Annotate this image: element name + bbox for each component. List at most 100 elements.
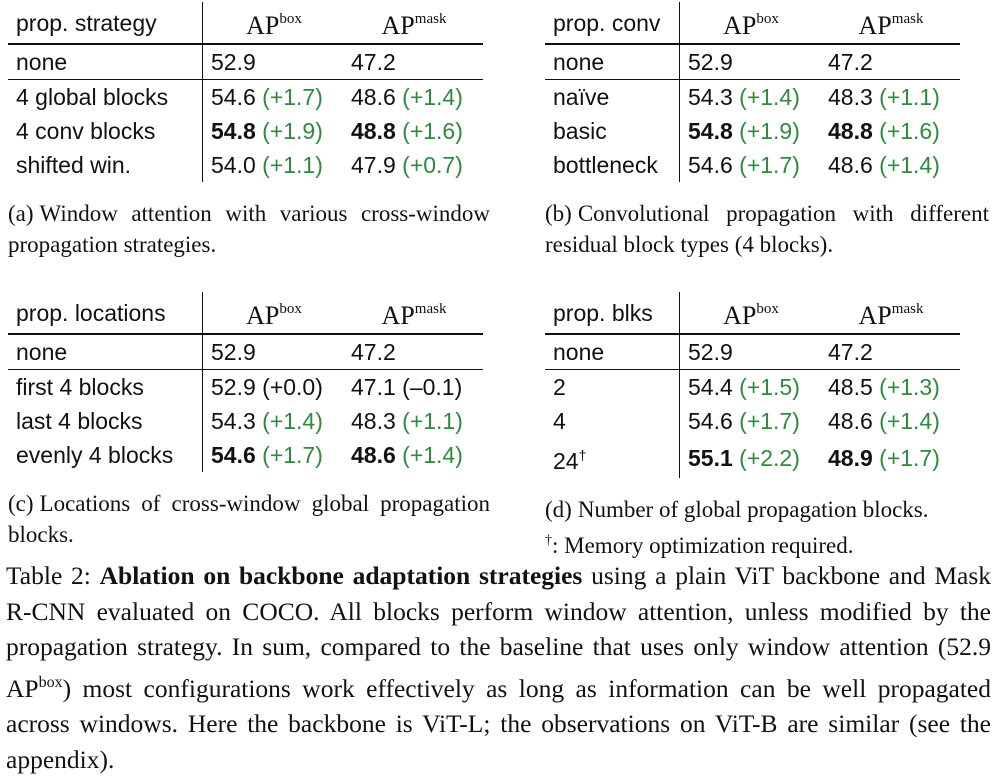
row-label: none bbox=[8, 44, 203, 80]
ap-mask-cell: 47.2 bbox=[820, 44, 960, 80]
dagger-mark: † bbox=[578, 447, 587, 463]
row-label: basic bbox=[545, 114, 680, 148]
ap-mask-cell: 48.8 (+1.6) bbox=[351, 118, 463, 144]
ap-box-cell: 54.6 (+1.7) bbox=[211, 84, 323, 110]
table-row: none 52.9 47.2 bbox=[8, 334, 483, 370]
ap-mask-cell: 47.2 bbox=[343, 44, 483, 80]
row-label: naïve bbox=[545, 79, 680, 114]
col-header-ap-box: APbox bbox=[202, 2, 343, 45]
delta-value: (+1.1) bbox=[402, 408, 463, 434]
ap-box-cell: 55.1 (+2.2) bbox=[688, 445, 800, 471]
table-row: none 52.9 47.2 bbox=[545, 334, 960, 370]
table-row: none 52.9 47.2 bbox=[545, 44, 960, 80]
ap-mask-cell: 48.3 (+1.1) bbox=[828, 84, 940, 110]
delta-value: (+1.4) bbox=[879, 408, 940, 434]
delta-value: (+1.4) bbox=[262, 408, 323, 434]
row-label: shifted win. bbox=[8, 148, 203, 182]
table-row: basic 54.8 (+1.9) 48.8 (+1.6) bbox=[545, 114, 960, 148]
delta-value: (+1.1) bbox=[262, 152, 323, 178]
row-label: 4 conv blocks bbox=[8, 114, 203, 148]
table-row: none 52.9 47.2 bbox=[8, 44, 483, 80]
caption-title: Ablation on backbone adaptation strategi… bbox=[99, 561, 583, 590]
delta-value: (+1.7) bbox=[739, 408, 800, 434]
ap-box-cell: 54.3 (+1.4) bbox=[211, 408, 323, 434]
table-d: prop. blks APbox APmask none 52.9 47.2 2… bbox=[545, 292, 960, 478]
ap-mask-cell: 47.1 (–0.1) bbox=[351, 374, 463, 400]
ap-box-cell: 54.6 (+1.7) bbox=[211, 442, 323, 468]
ap-box-cell: 52.9 bbox=[202, 44, 343, 80]
col-header-ap-box: APbox bbox=[679, 2, 820, 45]
row-label: none bbox=[545, 44, 680, 80]
row-label: first 4 blocks bbox=[8, 369, 203, 404]
delta-value: (–0.1) bbox=[402, 374, 463, 400]
ap-mask-cell: 48.6 (+1.4) bbox=[828, 408, 940, 434]
delta-value: (+1.7) bbox=[262, 84, 323, 110]
ap-box-cell: 54.0 (+1.1) bbox=[211, 152, 323, 178]
subtable-c: prop. locations APbox APmask none 52.9 4… bbox=[8, 292, 490, 550]
col-header-ap-box: APbox bbox=[202, 292, 343, 335]
ap-mask-cell: 48.9 (+1.7) bbox=[828, 445, 940, 471]
table-row: bottleneck 54.6 (+1.7) 48.6 (+1.4) bbox=[545, 148, 960, 182]
delta-value: (+1.3) bbox=[879, 374, 940, 400]
col-header-ap-mask: APmask bbox=[343, 2, 483, 45]
delta-value: (+0.0) bbox=[262, 374, 323, 400]
delta-value: (+1.9) bbox=[739, 118, 800, 144]
delta-value: (+1.7) bbox=[739, 152, 800, 178]
delta-value: (+1.1) bbox=[879, 84, 940, 110]
ap-box-cell: 54.8 (+1.9) bbox=[688, 118, 800, 144]
subtable-caption: (c) Locations of cross-window global prop… bbox=[8, 491, 490, 547]
ap-mask-cell: 47.2 bbox=[343, 334, 483, 370]
ap-mask-cell: 48.6 (+1.4) bbox=[828, 152, 940, 178]
footnote: †: Memory optimization required. bbox=[545, 533, 854, 558]
ap-box-cell: 54.6 (+1.7) bbox=[688, 408, 800, 434]
subtable-a: prop. strategy APbox APmask none 52.9 47… bbox=[8, 2, 490, 260]
row-label: 24† bbox=[545, 438, 680, 478]
table-caption: Table 2: Ablation on backbone adaptation… bbox=[6, 561, 992, 774]
table-row: 24† 55.1 (+2.2) 48.9 (+1.7) bbox=[545, 438, 960, 478]
table-row: first 4 blocks 52.9 (+0.0) 47.1 (–0.1) bbox=[8, 369, 483, 404]
delta-value: (+0.7) bbox=[402, 152, 463, 178]
col-header-ap-box: APbox bbox=[679, 292, 820, 335]
table-b: prop. conv APbox APmask none 52.9 47.2 n… bbox=[545, 2, 960, 182]
table-row: last 4 blocks 54.3 (+1.4) 48.3 (+1.1) bbox=[8, 404, 483, 438]
col-header-strategy: prop. strategy bbox=[8, 2, 203, 45]
ap-box-cell: 54.8 (+1.9) bbox=[211, 118, 323, 144]
table-row: naïve 54.3 (+1.4) 48.3 (+1.1) bbox=[545, 79, 960, 114]
delta-value: (+1.4) bbox=[739, 84, 800, 110]
delta-value: (+1.9) bbox=[262, 118, 323, 144]
table-row: shifted win. 54.0 (+1.1) 47.9 (+0.7) bbox=[8, 148, 483, 182]
col-header-conv: prop. conv bbox=[545, 2, 680, 45]
subtable-b: prop. conv APbox APmask none 52.9 47.2 n… bbox=[545, 2, 989, 260]
delta-value: (+1.6) bbox=[879, 118, 940, 144]
table-c: prop. locations APbox APmask none 52.9 4… bbox=[8, 292, 483, 472]
table-row: 4 global blocks 54.6 (+1.7) 48.6 (+1.4) bbox=[8, 79, 483, 114]
col-header-ap-mask: APmask bbox=[343, 292, 483, 335]
col-header-ap-mask: APmask bbox=[820, 292, 960, 335]
delta-value: (+1.7) bbox=[879, 445, 940, 471]
subtable-caption: (d) Number of global propagation blocks. bbox=[545, 497, 929, 522]
ap-mask-cell: 48.6 (+1.4) bbox=[351, 442, 463, 468]
ap-mask-cell: 48.6 (+1.4) bbox=[351, 84, 463, 110]
delta-value: (+1.4) bbox=[879, 152, 940, 178]
ap-mask-cell: 47.2 bbox=[820, 334, 960, 370]
table-row: 4 conv blocks 54.8 (+1.9) 48.8 (+1.6) bbox=[8, 114, 483, 148]
col-header-ap-mask: APmask bbox=[820, 2, 960, 45]
ap-box-cell: 52.9 bbox=[679, 44, 820, 80]
subtable-caption: (b) Convolutional propagation with differ… bbox=[545, 201, 989, 257]
row-label: evenly 4 blocks bbox=[8, 438, 203, 472]
ap-box-cell: 52.9 bbox=[679, 334, 820, 370]
row-label: bottleneck bbox=[545, 148, 680, 182]
row-label: 4 global blocks bbox=[8, 79, 203, 114]
ap-box-cell: 52.9 bbox=[202, 334, 343, 370]
table-a: prop. strategy APbox APmask none 52.9 47… bbox=[8, 2, 483, 182]
delta-value: (+2.2) bbox=[739, 445, 800, 471]
table-row: evenly 4 blocks 54.6 (+1.7) 48.6 (+1.4) bbox=[8, 438, 483, 472]
subtable-caption: (a) Window attention with various cross-w… bbox=[8, 201, 490, 257]
col-header-locations: prop. locations bbox=[8, 292, 203, 335]
ap-box-cell: 52.9 (+0.0) bbox=[211, 374, 323, 400]
ap-box-cell: 54.6 (+1.7) bbox=[688, 152, 800, 178]
delta-value: (+1.6) bbox=[402, 118, 463, 144]
row-label: 2 bbox=[545, 369, 680, 404]
caption-prefix: Table 2: bbox=[6, 561, 91, 590]
ap-mask-cell: 48.5 (+1.3) bbox=[828, 374, 940, 400]
